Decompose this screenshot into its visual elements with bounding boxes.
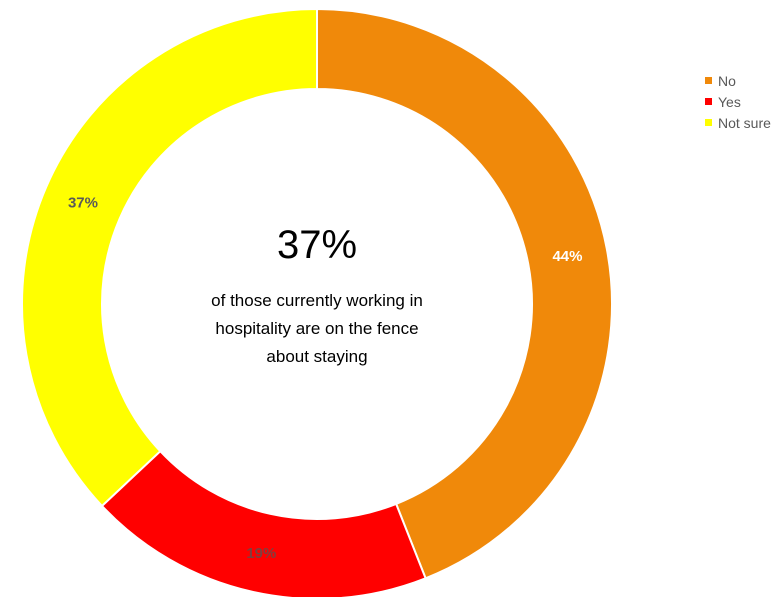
- data-label-not-sure: 37%: [68, 195, 98, 212]
- slice-no: [316, 7, 613, 580]
- center-caption-line-1: of those currently working in: [211, 291, 423, 310]
- slice-labels: 44% 19% 37%: [68, 195, 583, 562]
- legend: No Yes Not sure: [705, 70, 771, 133]
- slice-yes: [100, 449, 427, 597]
- data-label-yes: 19%: [246, 545, 276, 562]
- legend-swatch-not-sure: [705, 119, 712, 126]
- center-caption-line-2: hospitality are on the fence: [215, 319, 418, 338]
- data-label-no: 44%: [552, 248, 582, 265]
- donut-slices: [21, 7, 613, 597]
- legend-swatch-yes: [705, 98, 712, 105]
- legend-item-no: No: [705, 70, 771, 91]
- center-caption-line-3: about staying: [266, 347, 367, 366]
- legend-item-yes: Yes: [705, 91, 771, 112]
- legend-label-not-sure: Not sure: [718, 114, 771, 131]
- legend-swatch-no: [705, 77, 712, 84]
- legend-item-not-sure: Not sure: [705, 112, 771, 133]
- slice-not-sure: [21, 7, 318, 508]
- center-headline: 37%: [277, 223, 357, 267]
- legend-label-no: No: [718, 72, 736, 89]
- legend-label-yes: Yes: [718, 93, 741, 110]
